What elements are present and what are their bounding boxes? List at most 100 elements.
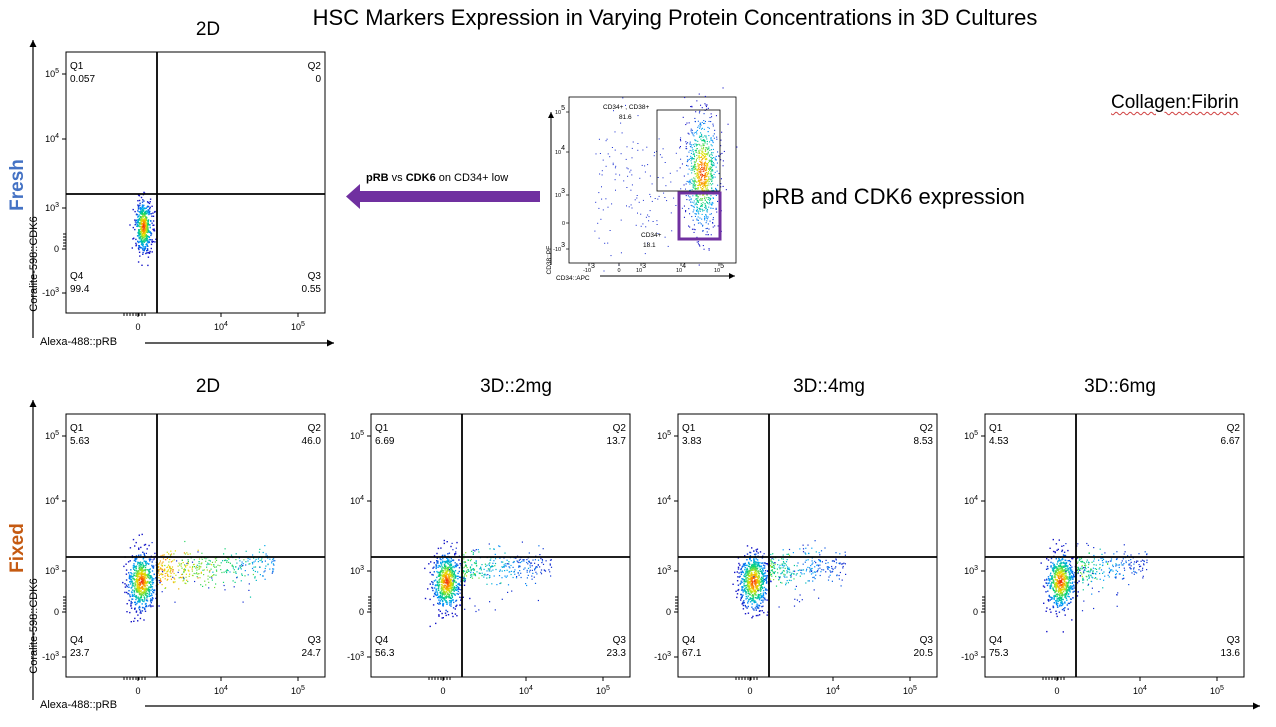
event-point <box>142 592 145 594</box>
event-point <box>1064 564 1067 566</box>
event-point <box>141 603 143 605</box>
gating-event-point <box>715 194 717 196</box>
gating-event-point <box>697 126 699 128</box>
event-point <box>792 552 794 554</box>
event-point <box>191 561 194 563</box>
event-point <box>1063 582 1066 585</box>
event-point <box>1059 564 1062 567</box>
event-point <box>138 565 140 567</box>
event-point <box>444 596 446 598</box>
event-point <box>747 592 749 594</box>
event-point <box>432 581 434 584</box>
gating-event-point <box>697 156 699 158</box>
event-point <box>1055 543 1058 545</box>
event-point <box>480 569 482 571</box>
gating-event-point <box>689 181 691 183</box>
event-point <box>749 581 751 584</box>
gating-event-point <box>699 168 701 170</box>
event-point <box>1063 573 1066 575</box>
event-point <box>530 562 532 564</box>
event-point <box>744 573 746 575</box>
event-point <box>1083 567 1085 569</box>
event-point <box>133 568 135 570</box>
event-point <box>145 218 147 220</box>
event-point <box>134 558 136 560</box>
event-point <box>259 566 261 568</box>
event-point <box>469 597 471 600</box>
plot-title-fresh-2d: 2D <box>195 19 221 40</box>
event-point <box>449 561 451 564</box>
event-point <box>144 593 146 596</box>
event-point <box>428 563 430 565</box>
event-point <box>493 560 495 562</box>
event-point <box>747 612 750 614</box>
event-point <box>756 548 759 550</box>
gating-event-point <box>688 133 690 135</box>
event-point <box>151 542 153 544</box>
x-tick-label: 0 <box>747 686 752 696</box>
event-point <box>750 592 753 594</box>
event-point <box>1057 606 1059 608</box>
event-point <box>146 243 148 245</box>
quadrant-value-q1: 3.83 <box>682 436 702 447</box>
event-point <box>471 577 474 579</box>
event-point <box>1139 566 1141 568</box>
event-point <box>813 589 815 591</box>
event-point <box>759 590 762 592</box>
event-point <box>1065 577 1067 580</box>
event-point <box>769 571 771 573</box>
event-point <box>134 565 137 568</box>
event-point <box>777 564 779 566</box>
event-point <box>743 581 745 583</box>
event-point <box>760 586 763 588</box>
event-point <box>145 227 147 229</box>
event-point <box>455 587 458 589</box>
event-point <box>464 561 466 563</box>
event-point <box>437 547 440 550</box>
event-point <box>442 581 445 583</box>
event-point <box>801 599 803 601</box>
event-point <box>814 540 816 542</box>
event-point <box>451 588 453 590</box>
event-point <box>137 210 139 212</box>
event-point <box>755 569 757 572</box>
event-point <box>745 598 747 600</box>
event-point <box>220 562 222 564</box>
event-point <box>1053 589 1055 591</box>
gating-event-point <box>706 220 708 222</box>
event-point <box>1061 597 1063 599</box>
event-point <box>140 227 142 230</box>
event-point <box>138 566 141 569</box>
event-point <box>142 566 144 568</box>
event-point <box>1068 596 1070 598</box>
event-point <box>162 561 164 563</box>
event-point <box>144 234 146 236</box>
event-point <box>755 609 757 611</box>
gating-event-point <box>694 178 696 180</box>
event-point <box>448 602 451 604</box>
gating-event-point <box>701 199 703 201</box>
event-point <box>441 617 443 619</box>
event-point <box>742 594 744 596</box>
event-point <box>157 567 159 569</box>
event-point <box>147 220 149 222</box>
event-point <box>1047 559 1050 561</box>
event-point <box>1054 584 1056 587</box>
event-point <box>448 573 450 576</box>
event-point <box>471 564 473 566</box>
event-point <box>1062 585 1065 587</box>
event-point <box>141 220 143 222</box>
event-point <box>223 584 225 587</box>
event-point <box>142 572 144 574</box>
event-point <box>510 573 512 576</box>
gate-arrow-label: pRB vs CDK6 on CD34+ low <box>366 172 508 184</box>
event-point <box>538 545 540 547</box>
event-point <box>141 599 143 601</box>
gating-event-point <box>703 147 705 149</box>
event-point <box>1086 570 1088 573</box>
event-point <box>207 562 209 564</box>
event-point <box>441 594 444 596</box>
event-point <box>141 577 143 579</box>
event-point <box>755 582 757 584</box>
event-point <box>141 229 144 231</box>
